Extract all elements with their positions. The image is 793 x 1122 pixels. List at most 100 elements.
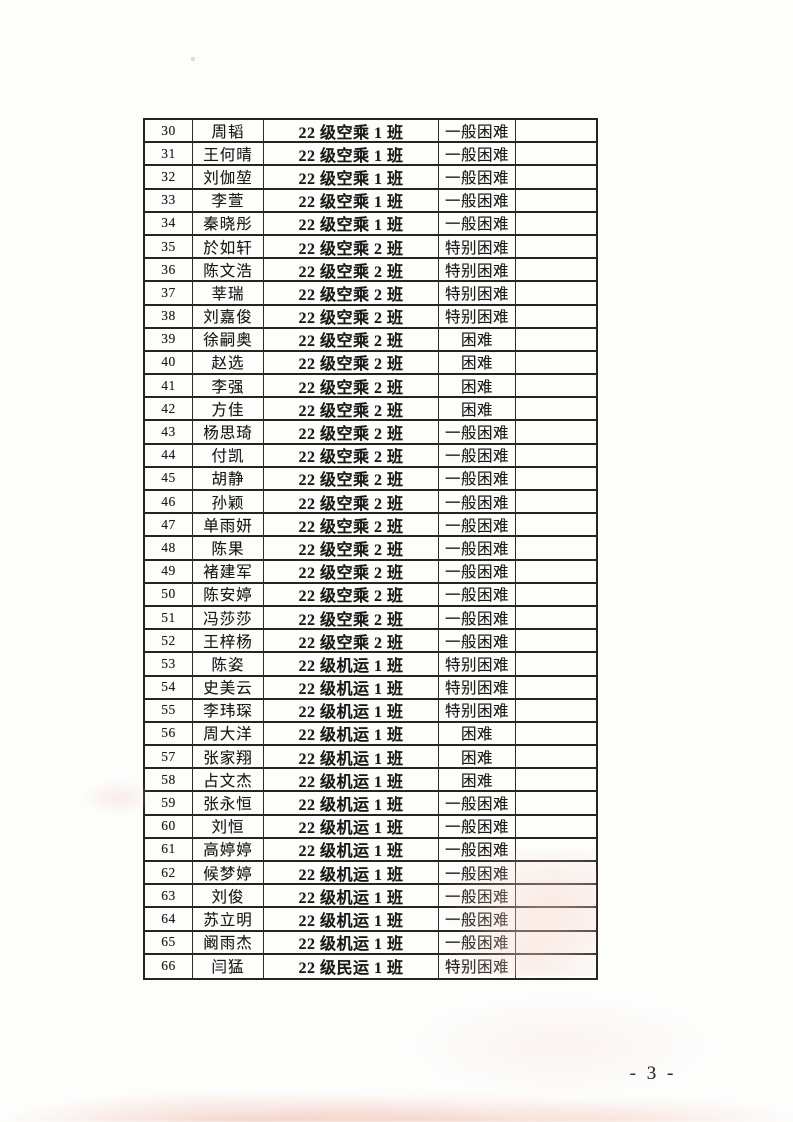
- cell-class-name: 22 级空乘 2 班: [264, 444, 439, 468]
- cell-class-name: 22 级机运 1 班: [264, 722, 439, 747]
- cell-note: [516, 398, 596, 422]
- cell-difficulty-status: 困难: [439, 746, 516, 770]
- cell-student-name: 於如轩: [193, 235, 264, 260]
- cell-class-name: 22 级机运 1 班: [264, 746, 439, 770]
- cell-student-name: 王梓杨: [193, 630, 264, 654]
- cell-note: [516, 584, 596, 607]
- cell-class-name: 22 级空乘 1 班: [264, 212, 439, 236]
- cell-student-name: 占文杰: [193, 769, 264, 793]
- cell-class-name: 22 级机运 1 班: [264, 653, 439, 677]
- cell-difficulty-status: 一般困难: [439, 212, 516, 236]
- cell-student-name: 闫猛: [193, 954, 264, 978]
- student-difficulty-table: 30 周韬 22 级空乘 1 班一般困难 31 王何晴 22 级空乘 1 班一般困难 32 刘…: [143, 118, 598, 980]
- cell-difficulty-status: 困难: [439, 722, 516, 747]
- cell-difficulty-status: 一般困难: [439, 560, 516, 584]
- cell-student-name: 周韬: [193, 120, 264, 144]
- cell-class-name: 22 级空乘 2 班: [264, 375, 439, 399]
- cell-row-number: 63: [145, 885, 193, 909]
- cell-row-number: 58: [145, 769, 193, 793]
- cell-student-name: 陈姿: [193, 653, 264, 677]
- cell-class-name: 22 级机运 1 班: [264, 815, 439, 839]
- cell-difficulty-status: 一般困难: [439, 120, 516, 144]
- cell-student-name: 赵选: [193, 351, 264, 376]
- cell-student-name: 单雨妍: [193, 514, 264, 538]
- cell-class-name: 22 级空乘 2 班: [264, 560, 439, 584]
- cell-note: [516, 653, 596, 677]
- cell-difficulty-status: 一般困难: [439, 467, 516, 491]
- scan-artifact-speck: [191, 57, 195, 61]
- cell-difficulty-status: 一般困难: [439, 491, 516, 515]
- cell-student-name: 苏立明: [193, 908, 264, 932]
- cell-note: [516, 955, 596, 978]
- cell-row-number: 55: [145, 699, 193, 723]
- cell-row-number: 42: [145, 398, 193, 422]
- cell-class-name: 22 级空乘 2 班: [264, 282, 439, 306]
- cell-class-name: 22 级民运 1 班: [264, 954, 439, 978]
- cell-difficulty-status: 特别困难: [439, 954, 516, 978]
- cell-student-name: 陈安婷: [193, 583, 264, 607]
- cell-note: [516, 375, 596, 399]
- cell-note: [516, 537, 596, 561]
- cell-row-number: 54: [145, 676, 193, 700]
- cell-student-name: 杨思琦: [193, 421, 264, 445]
- cell-class-name: 22 级空乘 2 班: [264, 235, 439, 260]
- cell-row-number: 50: [145, 583, 193, 607]
- cell-note: [516, 677, 596, 700]
- cell-student-name: 周大洋: [193, 722, 264, 747]
- cell-row-number: 56: [145, 722, 193, 747]
- cell-class-name: 22 级空乘 2 班: [264, 467, 439, 491]
- cell-row-number: 57: [145, 746, 193, 770]
- cell-note: [516, 236, 596, 260]
- cell-class-name: 22 级机运 1 班: [264, 769, 439, 793]
- cell-class-name: 22 级空乘 1 班: [264, 189, 439, 213]
- cell-class-name: 22 级空乘 2 班: [264, 537, 439, 561]
- cell-student-name: 秦晓彤: [193, 212, 264, 236]
- cell-student-name: 褚建军: [193, 560, 264, 584]
- cell-note: [516, 630, 596, 654]
- cell-row-number: 59: [145, 792, 193, 816]
- cell-class-name: 22 级机运 1 班: [264, 676, 439, 700]
- cell-row-number: 53: [145, 653, 193, 677]
- cell-student-name: 候梦婷: [193, 862, 264, 886]
- cell-student-name: 冯莎莎: [193, 606, 264, 631]
- cell-row-number: 61: [145, 838, 193, 862]
- cell-note: [516, 723, 596, 747]
- cell-note: [516, 213, 596, 236]
- cell-note: [516, 700, 596, 723]
- cell-row-number: 32: [145, 166, 193, 190]
- cell-student-name: 李萱: [193, 189, 264, 213]
- cell-note: [516, 468, 596, 491]
- cell-difficulty-status: 一般困难: [439, 421, 516, 445]
- cell-difficulty-status: 一般困难: [439, 885, 516, 909]
- cell-row-number: 36: [145, 259, 193, 283]
- cell-class-name: 22 级空乘 2 班: [264, 583, 439, 607]
- cell-difficulty-status: 一般困难: [439, 908, 516, 932]
- cell-student-name: 刘嘉俊: [193, 305, 264, 329]
- cell-row-number: 46: [145, 491, 193, 515]
- cell-note: [516, 143, 596, 167]
- cell-difficulty-status: 一般困难: [439, 838, 516, 862]
- cell-note: [516, 491, 596, 515]
- cell-class-name: 22 级空乘 2 班: [264, 398, 439, 422]
- cell-note: [516, 445, 596, 468]
- cell-student-name: 高婷婷: [193, 838, 264, 862]
- cell-difficulty-status: 特别困难: [439, 235, 516, 260]
- cell-student-name: 付凯: [193, 444, 264, 468]
- cell-note: [516, 120, 596, 144]
- cell-difficulty-status: 一般困难: [439, 606, 516, 631]
- cell-difficulty-status: 困难: [439, 328, 516, 352]
- cell-difficulty-status: 一般困难: [439, 166, 516, 190]
- cell-class-name: 22 级空乘 2 班: [264, 259, 439, 283]
- cell-difficulty-status: 特别困难: [439, 676, 516, 700]
- cell-difficulty-status: 一般困难: [439, 862, 516, 886]
- cell-difficulty-status: 一般困难: [439, 189, 516, 213]
- cell-class-name: 22 级机运 1 班: [264, 885, 439, 909]
- cell-note: [516, 862, 596, 886]
- cell-row-number: 40: [145, 351, 193, 376]
- cell-student-name: 陈果: [193, 537, 264, 561]
- cell-class-name: 22 级空乘 2 班: [264, 421, 439, 445]
- cell-class-name: 22 级机运 1 班: [264, 931, 439, 955]
- cell-row-number: 66: [145, 954, 193, 978]
- cell-row-number: 47: [145, 514, 193, 538]
